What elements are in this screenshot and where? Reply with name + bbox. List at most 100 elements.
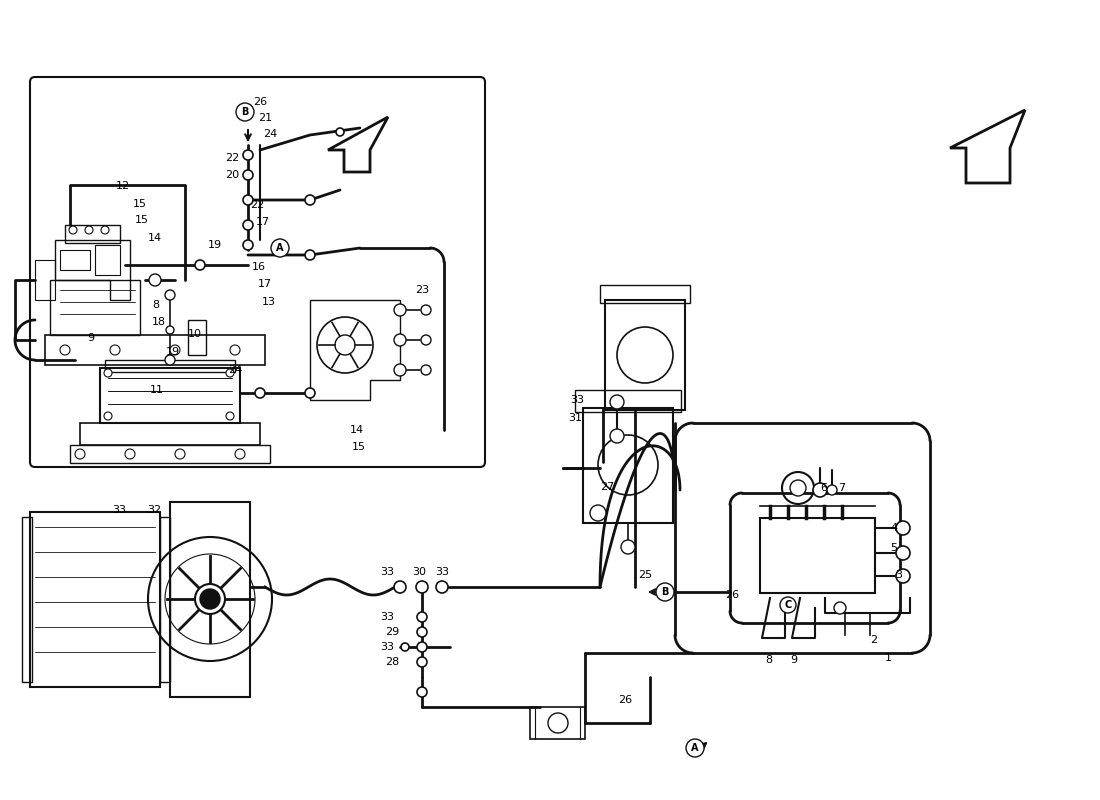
Text: 24: 24 — [263, 129, 277, 139]
Circle shape — [60, 345, 70, 355]
Text: 9: 9 — [87, 333, 95, 343]
Text: C: C — [784, 600, 792, 610]
Circle shape — [421, 305, 431, 315]
Circle shape — [230, 345, 240, 355]
Circle shape — [243, 150, 253, 160]
Text: 7: 7 — [838, 483, 845, 493]
Polygon shape — [328, 117, 388, 172]
Text: 1: 1 — [886, 653, 892, 663]
Circle shape — [417, 642, 427, 652]
Circle shape — [165, 290, 175, 300]
Circle shape — [195, 584, 226, 614]
Circle shape — [235, 449, 245, 459]
Text: 33: 33 — [379, 612, 394, 622]
Circle shape — [243, 240, 253, 250]
FancyBboxPatch shape — [30, 77, 485, 467]
Circle shape — [271, 239, 289, 257]
Bar — [30, 512, 159, 687]
Text: 33: 33 — [379, 642, 394, 652]
Circle shape — [243, 195, 253, 205]
Circle shape — [417, 657, 427, 667]
Text: 33: 33 — [434, 567, 449, 577]
Circle shape — [104, 412, 112, 420]
Bar — [65, 225, 120, 243]
Text: A: A — [691, 743, 698, 753]
Circle shape — [834, 602, 846, 614]
Text: 26: 26 — [253, 97, 267, 107]
Circle shape — [827, 485, 837, 495]
Circle shape — [417, 627, 427, 637]
Text: 15: 15 — [135, 215, 149, 225]
Bar — [760, 518, 874, 593]
Text: 11: 11 — [150, 385, 164, 395]
Circle shape — [590, 505, 606, 521]
Text: 16: 16 — [252, 262, 266, 272]
Circle shape — [896, 546, 910, 560]
Circle shape — [896, 521, 910, 535]
Circle shape — [148, 274, 161, 286]
Text: 21: 21 — [258, 113, 272, 123]
Text: 12: 12 — [116, 181, 130, 191]
Circle shape — [226, 369, 234, 377]
Circle shape — [394, 304, 406, 316]
Text: 33: 33 — [112, 505, 126, 515]
Circle shape — [394, 581, 406, 593]
Bar — [605, 300, 685, 410]
Text: 18: 18 — [152, 317, 166, 327]
Text: 26: 26 — [618, 695, 632, 705]
Text: 20: 20 — [226, 170, 239, 180]
Text: 13: 13 — [262, 297, 276, 307]
Text: 3: 3 — [895, 570, 902, 580]
Circle shape — [175, 449, 185, 459]
Circle shape — [416, 581, 428, 593]
Circle shape — [166, 326, 174, 334]
Text: 14: 14 — [148, 233, 162, 243]
Text: 29: 29 — [385, 627, 399, 637]
Text: 22: 22 — [250, 200, 264, 210]
Text: 15: 15 — [133, 199, 147, 209]
Circle shape — [336, 128, 344, 136]
Circle shape — [394, 364, 406, 376]
Bar — [170, 502, 250, 697]
Text: 33: 33 — [570, 395, 584, 405]
Text: 22: 22 — [226, 153, 240, 163]
Circle shape — [780, 597, 796, 613]
Bar — [95, 245, 120, 275]
Circle shape — [421, 335, 431, 345]
Bar — [530, 707, 585, 739]
Circle shape — [610, 429, 624, 443]
Bar — [80, 423, 260, 445]
Text: 31: 31 — [568, 413, 582, 423]
Circle shape — [305, 250, 315, 260]
Circle shape — [125, 449, 135, 459]
Circle shape — [236, 103, 254, 121]
Text: 17: 17 — [258, 279, 272, 289]
Text: A: A — [276, 243, 284, 253]
Text: B: B — [661, 587, 669, 597]
Circle shape — [255, 388, 265, 398]
Circle shape — [200, 589, 220, 609]
Circle shape — [243, 220, 253, 230]
Bar — [60, 250, 90, 270]
Circle shape — [436, 581, 448, 593]
Circle shape — [226, 412, 234, 420]
Text: 33: 33 — [379, 567, 394, 577]
Text: B: B — [241, 107, 249, 117]
Text: 27: 27 — [600, 482, 614, 492]
Text: 6: 6 — [820, 483, 827, 493]
Bar — [583, 408, 673, 523]
Circle shape — [305, 195, 315, 205]
Circle shape — [195, 260, 205, 270]
Circle shape — [686, 739, 704, 757]
Circle shape — [621, 540, 635, 554]
Bar — [45, 335, 265, 365]
Circle shape — [610, 395, 624, 409]
Circle shape — [110, 345, 120, 355]
Bar — [188, 320, 206, 355]
Text: 14: 14 — [350, 425, 364, 435]
Bar — [100, 368, 240, 423]
Text: 30: 30 — [412, 567, 426, 577]
Circle shape — [656, 583, 674, 601]
Circle shape — [104, 369, 112, 377]
Text: 10: 10 — [188, 329, 202, 339]
